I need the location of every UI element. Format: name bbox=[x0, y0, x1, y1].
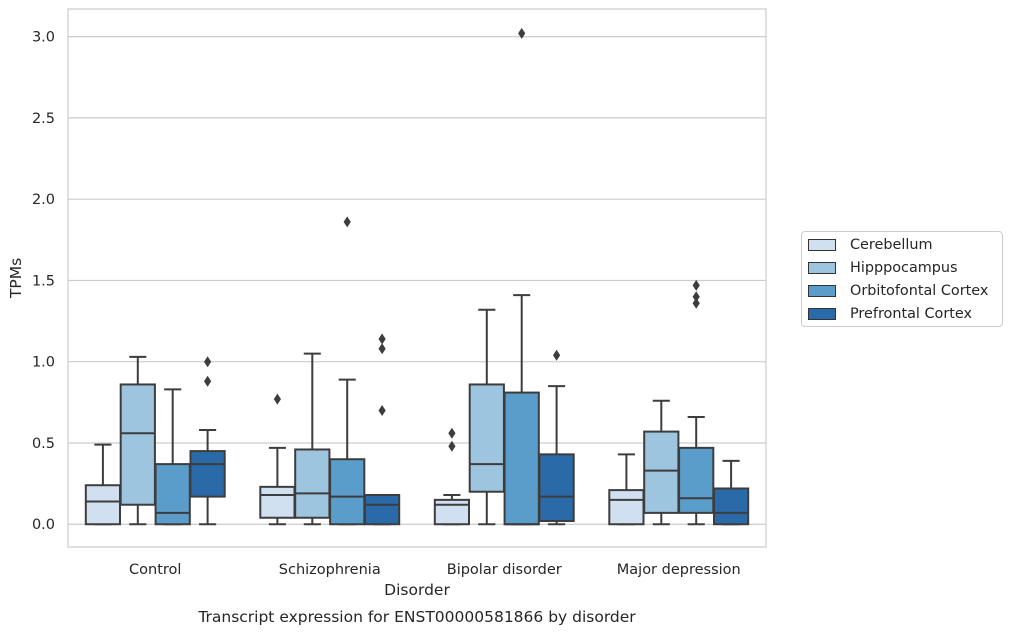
y-tick-label: 3.0 bbox=[32, 30, 55, 46]
chart-title: Transcript expression for ENST0000058186… bbox=[197, 608, 636, 626]
outlier-point bbox=[448, 440, 456, 452]
box-iqr bbox=[712, 487, 750, 526]
outlier-point bbox=[378, 343, 386, 355]
y-tick-label: 0.5 bbox=[32, 436, 55, 452]
plot-area bbox=[84, 27, 750, 526]
outlier-point bbox=[553, 349, 561, 361]
outlier-point bbox=[273, 393, 281, 405]
outlier-point bbox=[448, 427, 456, 439]
box-iqr bbox=[608, 489, 645, 526]
x-tick-label: Bipolar disorder bbox=[447, 562, 562, 578]
outlier-point bbox=[204, 375, 212, 387]
box-hipppocampus-major-depression bbox=[643, 399, 680, 526]
plot-frame bbox=[67, 8, 767, 548]
box-prefrontal-cortex-major-depression bbox=[712, 459, 750, 526]
y-tick-label: 0.0 bbox=[32, 517, 55, 533]
x-tick-label: Schizophrenia bbox=[279, 562, 381, 578]
y-axis-ticks: 0.0 0.5 1.0 1.5 2.0 2.5 3.0 bbox=[32, 30, 55, 534]
box-prefrontal-cortex-schizophrenia bbox=[363, 333, 401, 526]
outlier-point bbox=[692, 291, 700, 303]
box-iqr bbox=[433, 498, 471, 526]
legend-swatch-orbitofrontal-cortex bbox=[808, 285, 836, 297]
box-iqr bbox=[294, 448, 331, 519]
y-axis-label: TPMs bbox=[7, 258, 25, 299]
box-iqr bbox=[538, 453, 575, 522]
box-orbitofontal-cortex-schizophrenia bbox=[329, 216, 366, 526]
box-hipppocampus-schizophrenia bbox=[294, 352, 331, 526]
x-tick-label: Control bbox=[129, 562, 181, 578]
box-prefrontal-cortex-bipolar-disorder bbox=[538, 349, 575, 526]
box-orbitofontal-cortex-control bbox=[154, 388, 191, 526]
box-iqr bbox=[119, 383, 156, 506]
box-cerebellum-major-depression bbox=[608, 453, 645, 526]
box-iqr bbox=[259, 485, 296, 519]
box-iqr bbox=[363, 493, 401, 526]
legend-swatch-cerebellum bbox=[808, 239, 836, 251]
x-axis-label: Disorder bbox=[384, 581, 450, 599]
box-iqr bbox=[643, 430, 680, 514]
x-axis-ticks: Control Schizophrenia Bipolar disorder Majo… bbox=[129, 562, 741, 578]
outlier-point bbox=[518, 27, 526, 39]
outlier-point bbox=[204, 356, 212, 368]
box-iqr bbox=[154, 463, 191, 526]
box-iqr bbox=[84, 484, 122, 526]
box-iqr bbox=[189, 450, 226, 498]
legend-item-prefrontal-cortex: Prefrontal Cortex bbox=[808, 305, 972, 323]
outlier-point bbox=[692, 279, 700, 291]
legend: Cerebellum Hipppocampus Orbitofontal Cor… bbox=[801, 231, 1003, 327]
legend-label: Cerebellum bbox=[850, 237, 933, 253]
box-cerebellum-schizophrenia bbox=[259, 393, 296, 526]
box-iqr bbox=[678, 446, 715, 514]
box-hipppocampus-control bbox=[119, 355, 156, 526]
box-iqr bbox=[468, 383, 505, 493]
box-iqr bbox=[503, 391, 540, 526]
legend-swatch-prefrontal-cortex bbox=[808, 308, 836, 320]
box-orbitofontal-cortex-bipolar-disorder bbox=[503, 27, 540, 526]
outlier-point bbox=[378, 333, 386, 345]
outlier-point bbox=[692, 297, 700, 309]
x-tick-label: Major depression bbox=[617, 562, 741, 578]
y-tick-label: 2.0 bbox=[32, 192, 55, 208]
box-cerebellum-bipolar-disorder bbox=[433, 427, 471, 526]
legend-item-hippocampus: Hipppocampus bbox=[808, 259, 958, 277]
y-tick-label: 2.5 bbox=[32, 111, 55, 127]
legend-item-orbitofrontal-cortex: Orbitofontal Cortex bbox=[808, 282, 988, 300]
box-hipppocampus-bipolar-disorder bbox=[468, 308, 505, 526]
y-tick-label: 1.5 bbox=[32, 273, 55, 289]
legend-label: Hipppocampus bbox=[850, 260, 958, 276]
box-orbitofontal-cortex-major-depression bbox=[678, 279, 715, 526]
y-tick-label: 1.0 bbox=[32, 355, 55, 371]
box-prefrontal-cortex-control bbox=[189, 356, 226, 526]
outlier-point bbox=[378, 404, 386, 416]
legend-swatch-hippocampus bbox=[808, 262, 836, 274]
box-cerebellum-control bbox=[84, 443, 122, 526]
outlier-point bbox=[343, 216, 351, 228]
gridlines bbox=[68, 36, 766, 525]
legend-item-cerebellum: Cerebellum bbox=[808, 236, 932, 254]
box-iqr bbox=[329, 458, 366, 526]
legend-label: Prefrontal Cortex bbox=[850, 306, 973, 322]
legend-label: Orbitofontal Cortex bbox=[850, 283, 989, 299]
